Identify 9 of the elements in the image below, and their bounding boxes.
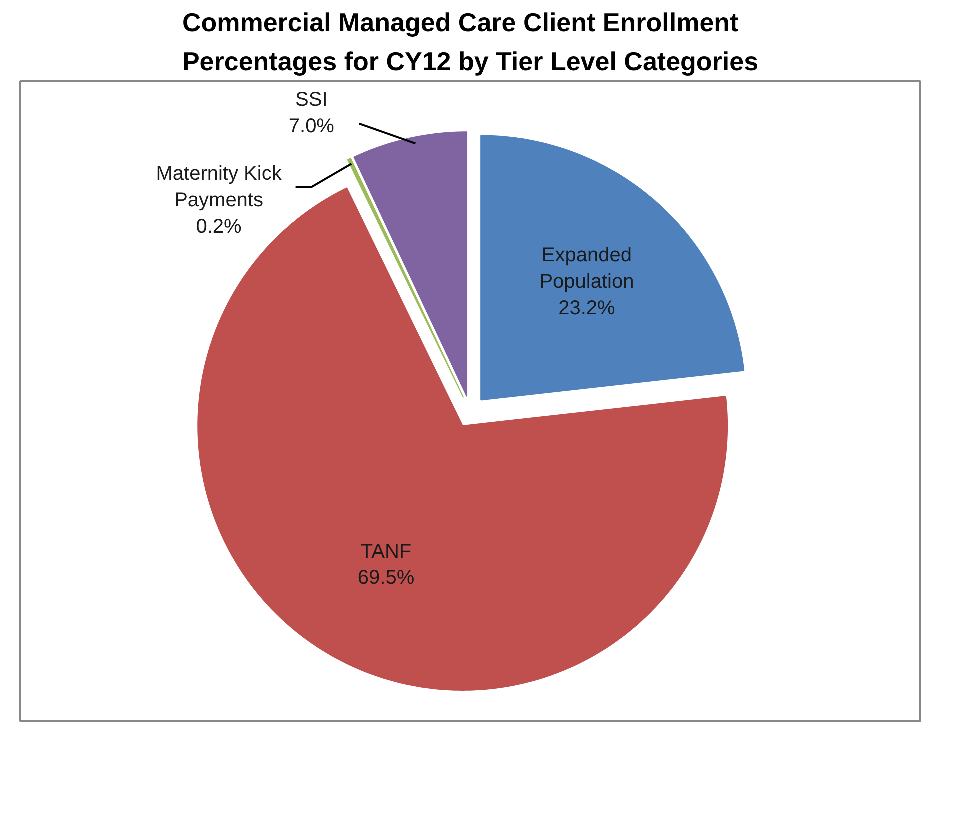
data-label: 69.5% — [358, 567, 415, 590]
data-label: 7.0% — [288, 115, 335, 138]
chart-title: Commercial Managed Care Client Enrollment Percentages for CY12 by Tier Level Categories — [182, 8, 759, 76]
data-label: 23.2% — [558, 297, 616, 320]
slice-label: SSI — [296, 89, 328, 112]
slice-label: Maternity Kick Payments — [156, 163, 283, 212]
data-label: 0.2% — [196, 216, 242, 238]
slice-label: Expanded Population — [540, 244, 634, 293]
slice-label: TANF — [360, 540, 412, 563]
